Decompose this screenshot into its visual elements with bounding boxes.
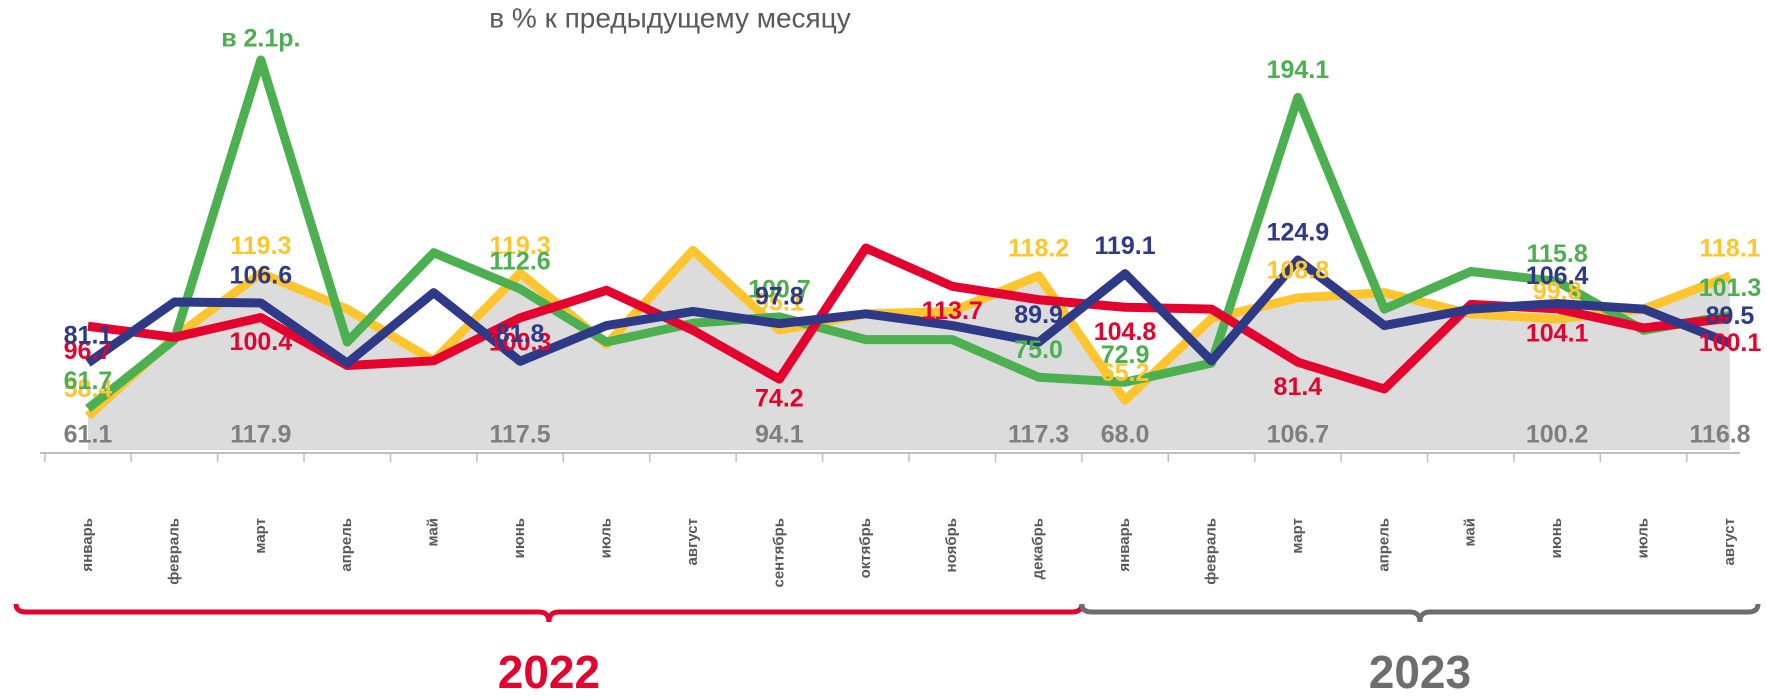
year-brace [1079,603,1761,623]
value-label: 115.8 [1527,240,1588,268]
value-label: 118.1 [1699,235,1760,263]
area-value-label: 116.8 [1689,421,1750,449]
x-tick-label: октябрь [857,518,874,578]
value-label: 81.8 [496,320,545,348]
value-label: 124.9 [1267,219,1330,247]
x-tick-label: февраль [165,518,182,585]
value-label: 81.4 [1274,373,1323,401]
x-tick-label: январь [79,518,96,572]
value-label: 100.7 [748,275,811,303]
value-label: 75.0 [1014,336,1063,364]
area-value-label: 61.1 [64,421,113,449]
x-tick-label: июль [597,518,614,558]
x-tick-label: март [1289,518,1306,554]
x-tick-label: август [684,518,701,565]
value-label: 89.9 [1014,301,1063,329]
area-value-label: 94.1 [755,421,804,449]
value-label: 113.7 [922,297,983,325]
value-label: 101.3 [1699,274,1762,302]
value-label: 119.3 [230,232,291,260]
x-tick-label: декабрь [1030,518,1047,579]
x-tick-label: август [1721,518,1738,565]
area-value-label: 68.0 [1101,421,1150,449]
x-tick-label: май [425,518,442,546]
value-label: 118.2 [1008,234,1069,262]
x-tick-label: ноябрь [943,518,960,572]
area-value-label: 106.7 [1267,421,1330,449]
value-label: 58.4 [64,375,113,403]
x-tick-label: июнь [1548,518,1565,558]
value-label: 96.7 [64,337,113,365]
year-brace [13,603,1085,623]
value-label: 65.2 [1101,359,1150,387]
year-label: 2023 [1369,646,1471,698]
area [88,252,1730,450]
x-tick-label: май [1462,518,1479,546]
value-label: 106.4 [1526,262,1589,290]
year-label: 2022 [498,646,600,698]
x-tick-label: апрель [1375,518,1392,572]
value-label: 72.9 [1101,341,1150,369]
value-label: 100.1 [1699,329,1762,357]
x-tick-label: июнь [511,518,528,558]
series-line [85,255,1732,368]
value-label: 95.1 [755,289,804,317]
x-tick-label: март [252,518,269,554]
value-label: 119.1 [1094,232,1155,260]
value-label: в 2.1р. [221,25,300,53]
x-tick-label: февраль [1202,518,1219,585]
subtitle: в % к предыдущему месяцу [489,2,851,33]
value-label: 194.1 [1267,56,1330,84]
value-label: 99.8 [1533,278,1582,306]
value-label: 97.8 [755,282,804,310]
value-label: 89.5 [1706,302,1755,330]
series-line [85,55,1731,413]
value-label: 81.1 [64,322,113,350]
value-label: 100.3 [489,328,552,356]
value-label: 112.6 [490,248,551,276]
value-label: 104.1 [1526,319,1589,347]
value-label: 61.7 [64,367,113,395]
value-label: 104.8 [1094,318,1157,346]
value-label: 100.4 [230,328,293,356]
value-label: 106.6 [230,262,293,290]
value-label: 108.8 [1267,256,1330,284]
x-tick-label: сентябрь [770,518,787,588]
area-value-label: 117.5 [490,421,551,449]
value-label: 119.3 [490,232,551,260]
area-value-label: 117.9 [230,421,291,449]
value-label: 74.2 [755,385,804,413]
series-line [87,243,1731,394]
area-value-label: 117.3 [1008,421,1069,449]
x-tick-label: июль [1635,518,1652,558]
x-tick-label: январь [1116,518,1133,572]
area-value-label: 100.2 [1526,421,1589,449]
x-tick-label: апрель [338,518,355,572]
